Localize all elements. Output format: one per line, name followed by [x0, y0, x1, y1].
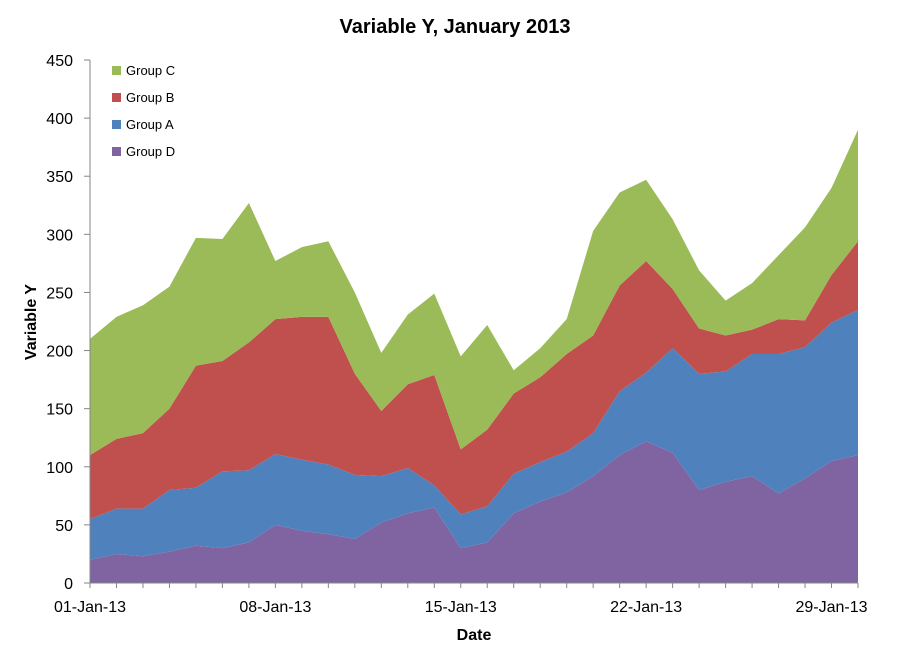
areas-layer	[90, 129, 858, 583]
y-tick-label: 450	[46, 53, 73, 70]
y-tick-label: 0	[64, 576, 73, 593]
area-group-a	[90, 309, 858, 560]
legend-swatch-group-c	[112, 66, 121, 75]
y-tick-label: 100	[46, 460, 73, 477]
legend: Group C Group B Group A Group D	[112, 63, 175, 159]
x-axis-label: Date	[457, 627, 492, 644]
legend-swatch-group-b	[112, 93, 121, 102]
x-tick-label: 01-Jan-13	[54, 599, 126, 616]
area-group-d	[90, 441, 858, 583]
y-axis-label: Variable Y	[23, 284, 40, 361]
legend-swatch-group-a	[112, 120, 121, 129]
area-group-b	[90, 241, 858, 520]
x-tick-label: 29-Jan-13	[795, 599, 867, 616]
area-group-c	[90, 129, 858, 456]
y-tick-label: 50	[55, 518, 73, 535]
y-tick-label: 200	[46, 344, 73, 361]
legend-label-group-c: Group C	[126, 63, 175, 78]
y-tick-label: 400	[46, 111, 73, 128]
legend-label-group-d: Group D	[126, 144, 175, 159]
y-tick-label: 300	[46, 227, 73, 244]
x-tick-label: 08-Jan-13	[239, 599, 311, 616]
legend-swatch-group-d	[112, 147, 121, 156]
y-tick-label: 350	[46, 169, 73, 186]
legend-label-group-a: Group A	[126, 117, 174, 132]
axes-layer: 0 50 100 150 200 250 300 350 400 450 01-Jan-13 08-J…	[46, 53, 867, 616]
chart-title: Variable Y, January 2013	[340, 16, 571, 38]
legend-label-group-b: Group B	[126, 90, 174, 105]
y-tick-label: 250	[46, 285, 73, 302]
x-tick-label: 22-Jan-13	[610, 599, 682, 616]
x-tick-label: 15-Jan-13	[425, 599, 497, 616]
y-tick-label: 150	[46, 402, 73, 419]
